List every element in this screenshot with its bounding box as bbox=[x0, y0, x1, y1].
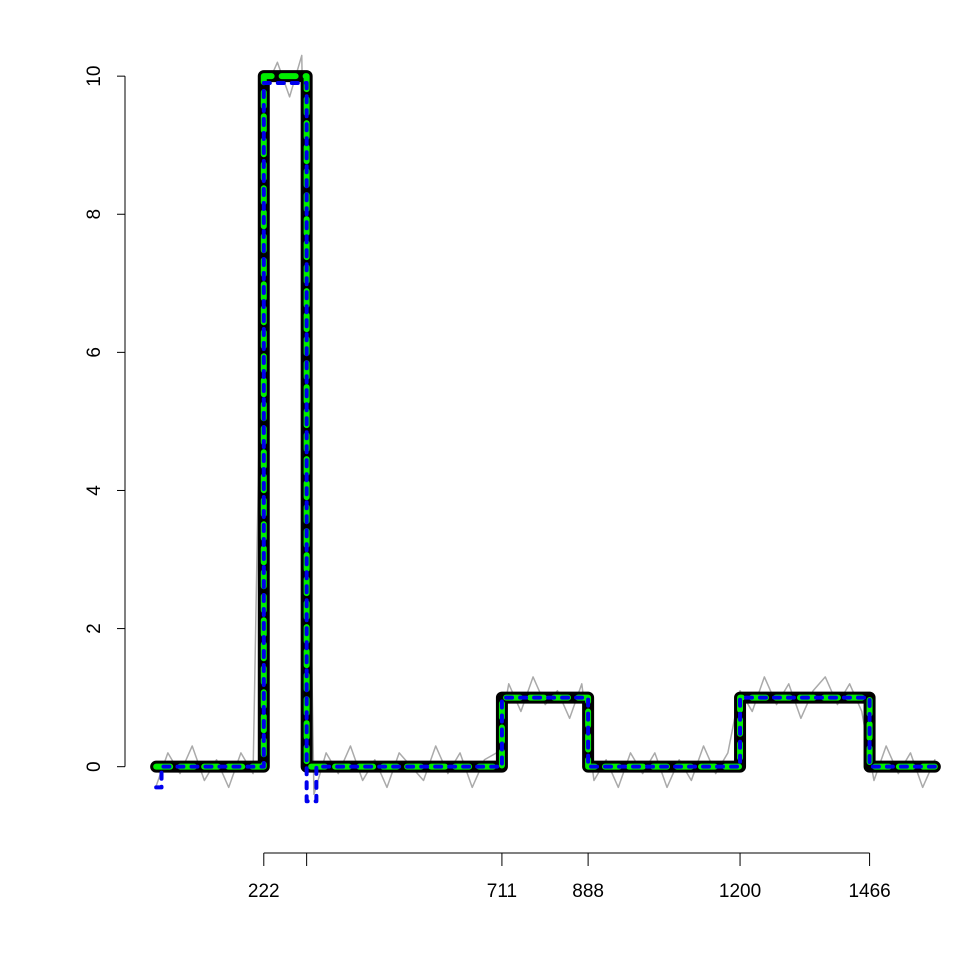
y-tick-label: 0 bbox=[84, 761, 105, 772]
y-tick-label: 6 bbox=[84, 347, 105, 358]
series-line bbox=[154, 54, 936, 796]
y-tick-label: 8 bbox=[84, 209, 105, 220]
series-line bbox=[153, 73, 938, 770]
x-tick-label: 222 bbox=[248, 881, 280, 902]
y-tick-label: 4 bbox=[84, 485, 105, 496]
x-tick-label: 711 bbox=[487, 881, 517, 902]
series-line bbox=[150, 70, 941, 773]
x-tick-label: 1466 bbox=[848, 881, 890, 902]
series-line bbox=[154, 81, 937, 804]
y-tick-label: 2 bbox=[84, 623, 105, 634]
x-tick-label: 888 bbox=[572, 881, 604, 902]
x-tick-label: 1200 bbox=[719, 881, 761, 902]
y-tick-label: 10 bbox=[84, 66, 105, 87]
